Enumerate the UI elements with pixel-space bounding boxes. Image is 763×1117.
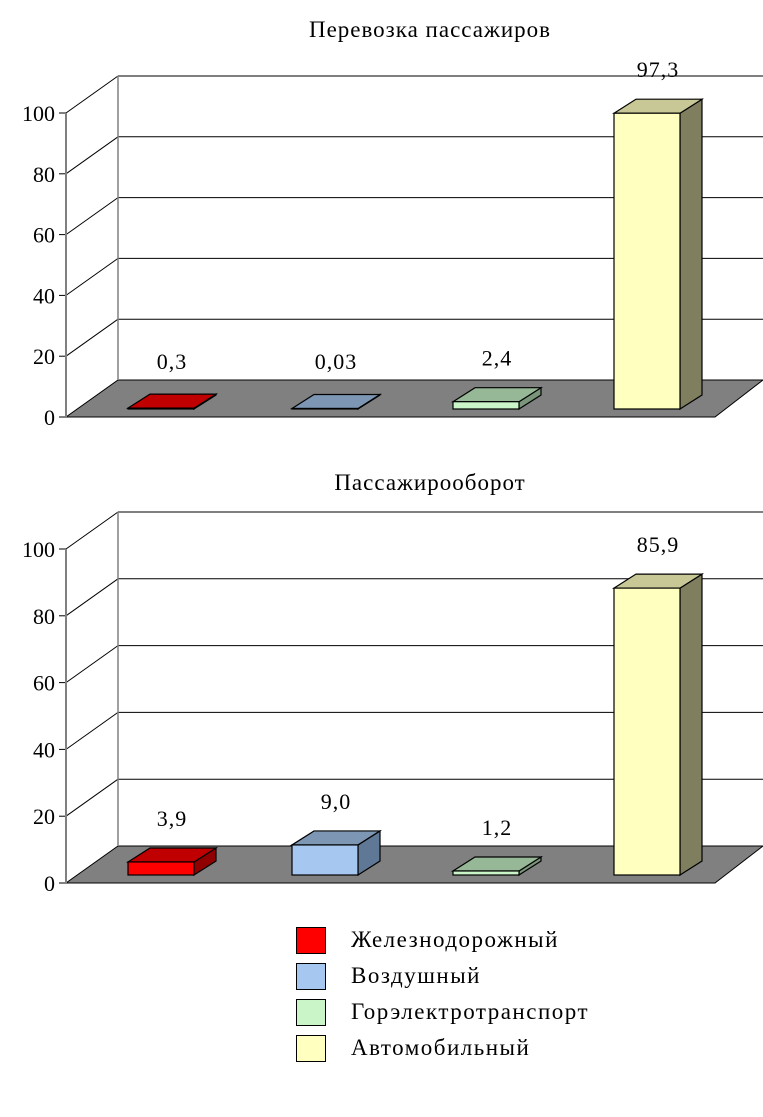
legend-swatch-automobile <box>296 1035 326 1062</box>
bar-automobile <box>611 98 705 411</box>
data-label-air: 9,0 <box>321 789 352 814</box>
chart-title: Перевозка пассажиров <box>309 17 551 42</box>
y-tick-label: 0 <box>44 871 55 896</box>
legend-swatch-air <box>296 963 326 990</box>
bar-side <box>679 98 703 411</box>
bar-air <box>289 393 383 411</box>
bar-front <box>291 407 359 410</box>
legend-swatch-urban-electric <box>296 999 326 1026</box>
y-tick-label: 100 <box>22 101 55 126</box>
data-label-urban-electric: 2,4 <box>482 346 513 371</box>
data-label-air: 0,03 <box>315 349 358 374</box>
bar-front <box>613 112 681 410</box>
bar-railway <box>125 392 219 411</box>
side-gridline <box>65 711 119 750</box>
legend-item-urban-electric: Горэлектротранспорт <box>296 997 716 1033</box>
legend-swatch-railway <box>296 927 326 954</box>
side-gridline <box>65 778 119 817</box>
side-gridline <box>65 257 119 296</box>
bar-air <box>289 829 383 877</box>
y-tick-label: 20 <box>33 344 55 369</box>
data-label-railway: 0,3 <box>157 349 188 374</box>
bar-front <box>127 861 195 876</box>
y-tick-label: 60 <box>33 671 55 696</box>
y-tick-label: 40 <box>33 737 55 762</box>
data-label-automobile: 97,3 <box>637 57 680 82</box>
side-gridline <box>65 75 119 114</box>
side-gridline <box>65 511 119 550</box>
bar-urban-electric <box>450 855 544 877</box>
legend-item-automobile: Автомобильный <box>296 1033 716 1069</box>
legend-label-urban-electric: Горэлектротранспорт <box>351 999 590 1024</box>
legend-item-air: Воздушный <box>296 961 716 997</box>
bar-front <box>452 870 520 876</box>
y-tick-label: 0 <box>44 405 55 430</box>
chart-passenger-turnover: Пассажирооборот 0 20 40 60 80 100 3,9 9,0 1,2 85,9 <box>22 470 763 896</box>
side-gridline <box>65 318 119 357</box>
bar-front <box>613 587 681 876</box>
legend: Железнодорожный Воздушный Горэлектротран… <box>296 925 716 1069</box>
bar-front <box>452 401 520 410</box>
data-label-railway: 3,9 <box>157 806 188 831</box>
bar-front <box>291 844 359 876</box>
y-tick-label: 80 <box>33 604 55 629</box>
chart-title: Пассажирооборот <box>334 470 525 495</box>
side-gridline <box>65 197 119 236</box>
chart-passenger-transport: Перевозка пассажиров 0 20 40 60 80 100 0,3 0,03 2… <box>22 17 763 430</box>
chart-floor <box>64 845 763 884</box>
y-tick-label: 20 <box>33 804 55 829</box>
bar-front <box>127 407 195 410</box>
y-tick-label: 60 <box>33 223 55 248</box>
legend-label-automobile: Автомобильный <box>351 1035 531 1060</box>
side-gridline <box>65 136 119 175</box>
bar-side <box>679 573 703 877</box>
legend-label-air: Воздушный <box>351 963 481 988</box>
data-label-urban-electric: 1,2 <box>482 815 513 840</box>
data-label-automobile: 85,9 <box>637 532 680 557</box>
bar-automobile <box>611 573 705 877</box>
bar-railway <box>125 846 219 877</box>
legend-label-railway: Железнодорожный <box>351 927 559 952</box>
side-gridline <box>65 645 119 684</box>
side-gridline <box>65 578 119 617</box>
y-tick-label: 100 <box>22 537 55 562</box>
bar-urban-electric <box>450 386 544 411</box>
chart-floor <box>64 379 763 418</box>
y-tick-label: 80 <box>33 162 55 187</box>
y-tick-label: 40 <box>33 283 55 308</box>
legend-item-railway: Железнодорожный <box>296 925 716 961</box>
